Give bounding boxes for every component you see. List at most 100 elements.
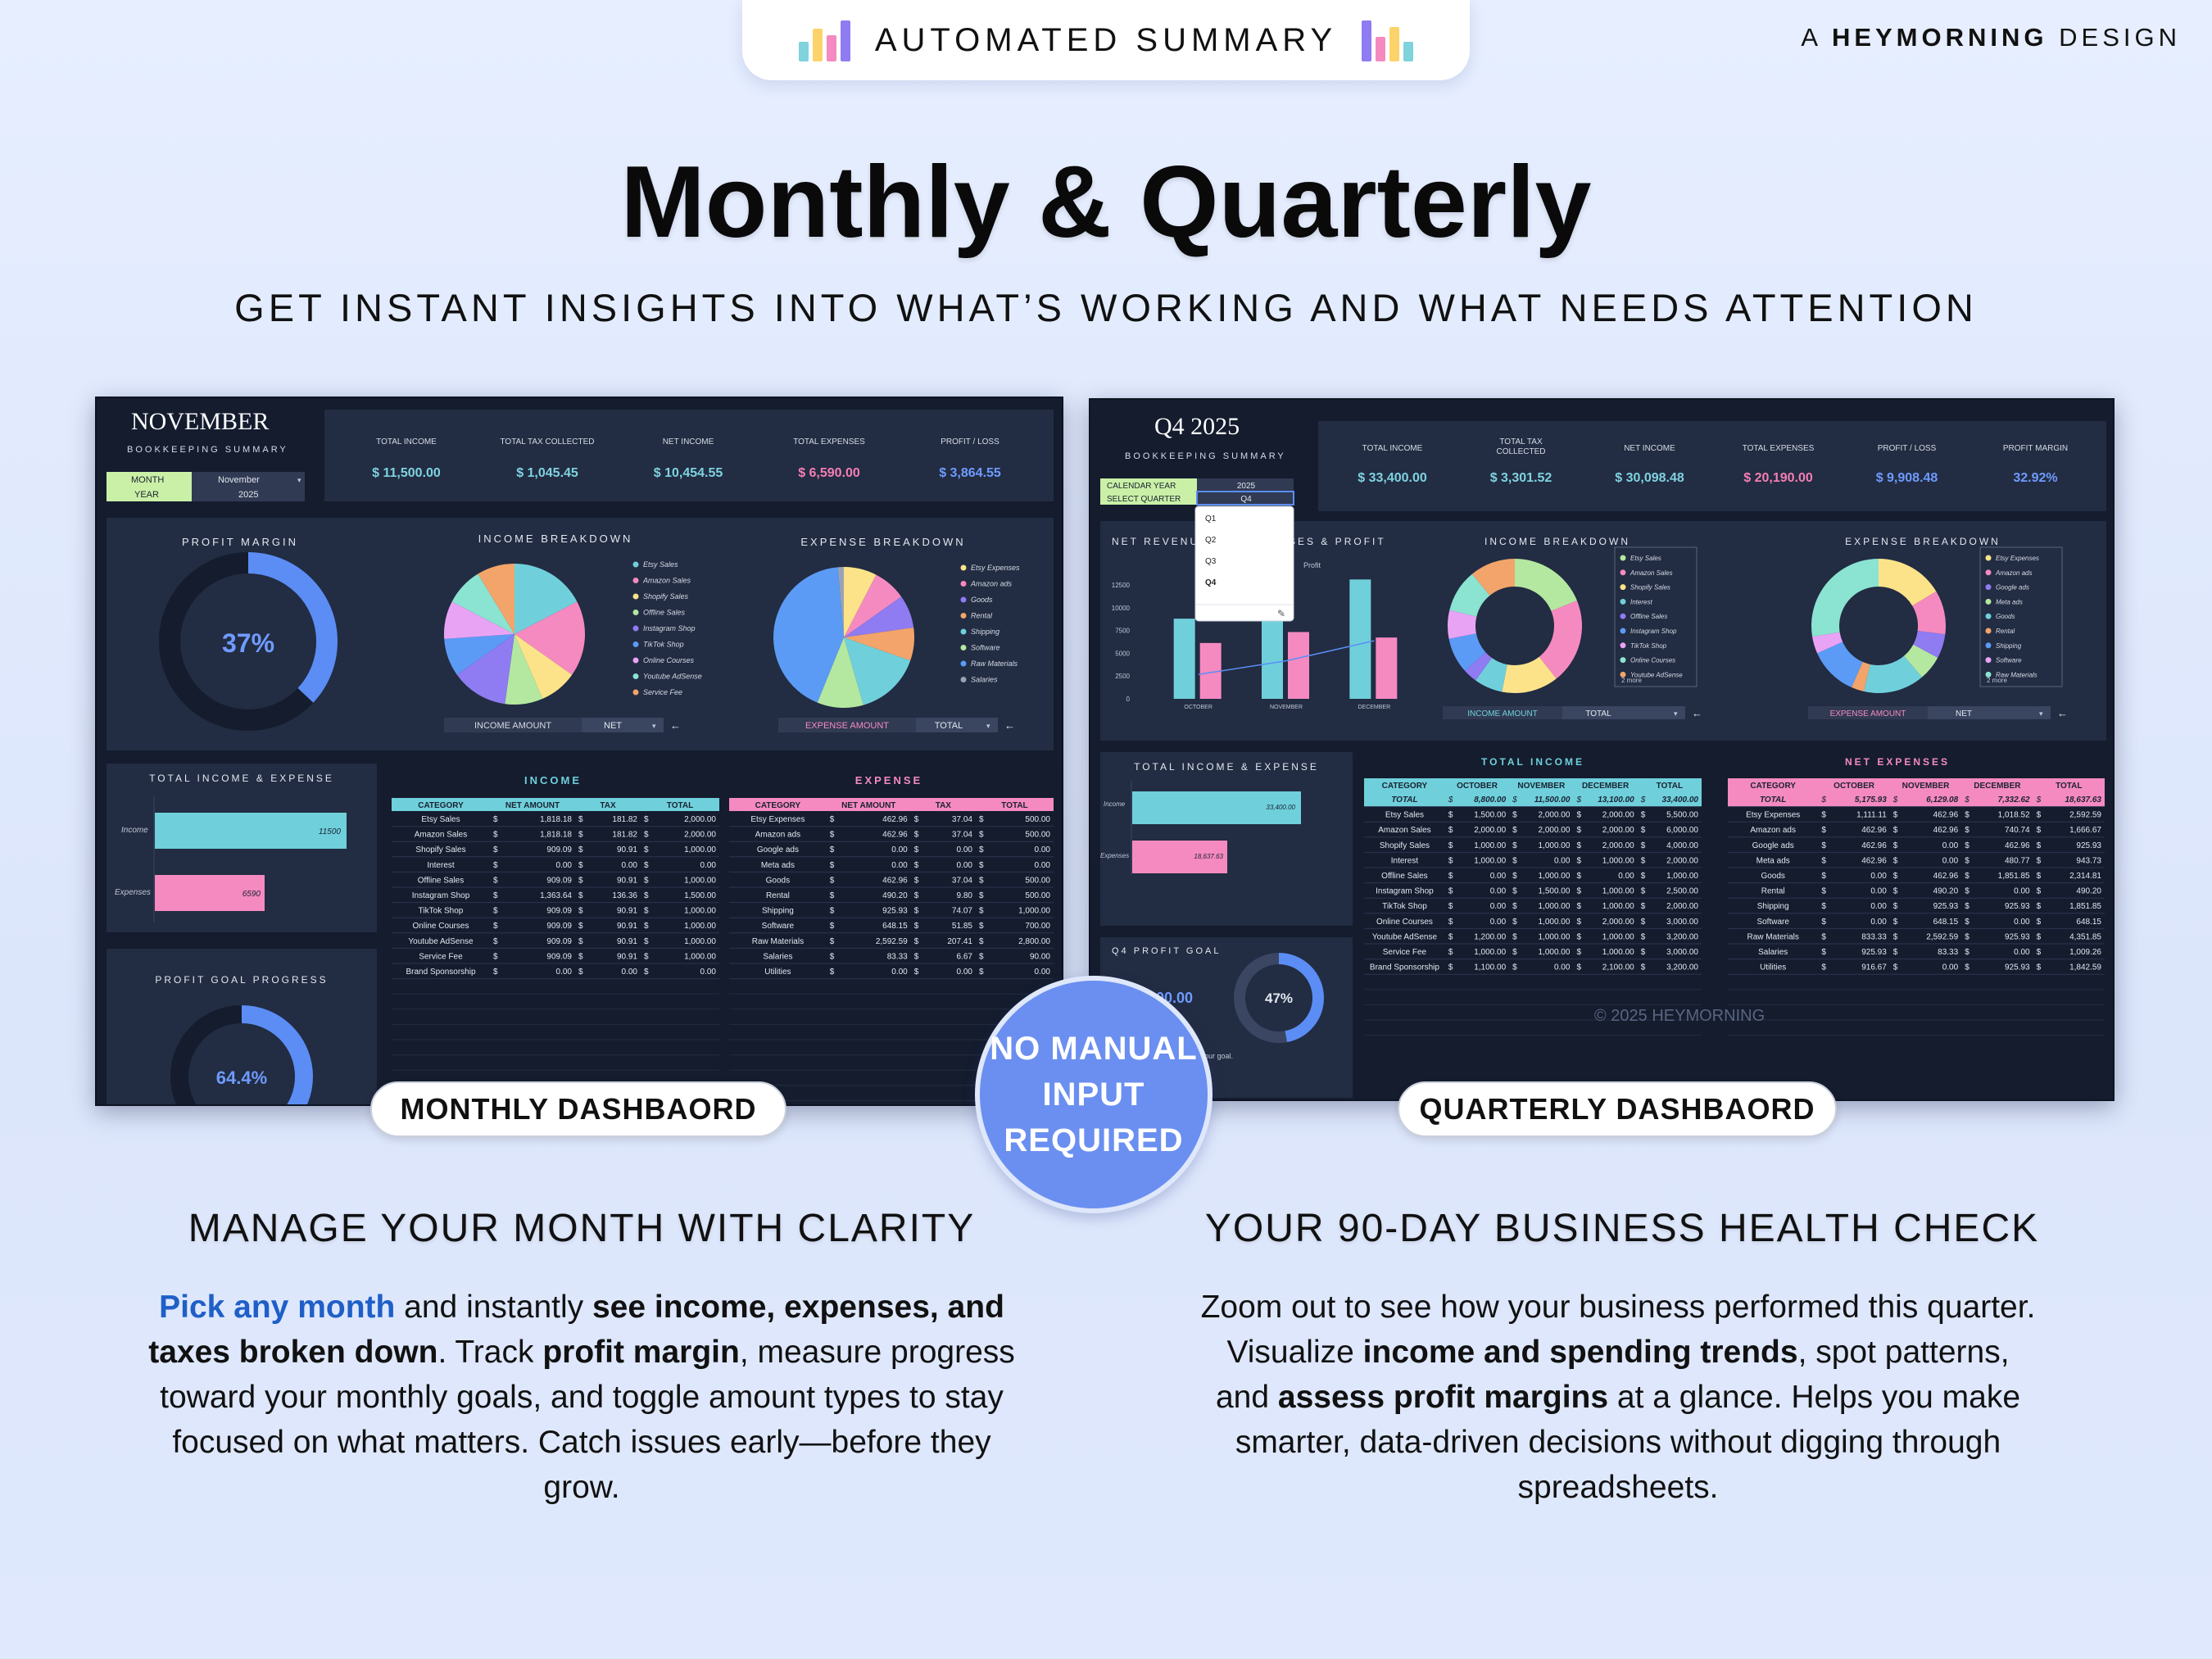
- kpi-label: PROFIT MARGIN: [2003, 444, 2068, 453]
- table-cell: 0.00: [2014, 948, 2030, 957]
- currency-symbol: $: [644, 831, 649, 840]
- table-cell: 0.00: [1035, 845, 1051, 854]
- quarter-dropdown[interactable]: Q1 Q2 Q3 Q4 ✎: [1194, 505, 1294, 622]
- expense-amount-select[interactable]: NET: [1956, 709, 1972, 718]
- table-header-cell: OCTOBER: [1457, 782, 1498, 791]
- currency-symbol: $: [1821, 826, 1826, 835]
- quarter-option[interactable]: Q1: [1205, 514, 1217, 524]
- table-cell: Software: [762, 922, 795, 931]
- currency-symbol: $: [2037, 872, 2042, 881]
- table-header: [1364, 778, 1702, 791]
- table-cell: Raw Materials: [752, 937, 804, 946]
- table-cell: 90.91: [617, 922, 637, 931]
- income-pie: [444, 564, 585, 705]
- quarterly-heading: YOUR 90-DAY BUSINESS HEALTH CHECK: [1204, 1207, 2040, 1250]
- quarter-option[interactable]: Q2: [1205, 536, 1217, 545]
- currency-symbol: $: [914, 907, 919, 916]
- currency-symbol: $: [1821, 811, 1826, 820]
- table-cell: Etsy Expenses: [750, 815, 805, 824]
- currency-symbol: $: [1576, 826, 1581, 835]
- month-select[interactable]: November: [218, 475, 260, 485]
- income-amount-select[interactable]: TOTAL: [1585, 709, 1611, 718]
- quarter-option[interactable]: Q4: [1205, 578, 1217, 587]
- income-bar: [1173, 619, 1195, 699]
- income-table-title: INCOME: [524, 774, 582, 786]
- quarter-option[interactable]: Q3: [1205, 557, 1217, 566]
- table-cell: 909.09: [546, 845, 572, 854]
- table-cell: 0.00: [1870, 887, 1887, 896]
- table-cell: Salaries: [763, 952, 792, 961]
- pie-slice: [773, 567, 844, 703]
- table-cell: Instagram Shop: [412, 891, 470, 900]
- table-cell: 2,314.81: [2069, 872, 2101, 881]
- pie-slice: [844, 627, 914, 661]
- expense-amount-select[interactable]: TOTAL: [935, 721, 963, 731]
- income-amount-select[interactable]: NET: [604, 721, 622, 731]
- legend-swatch: [1985, 569, 1992, 576]
- legend-item: Youtube AdSense: [1630, 671, 1683, 678]
- legend-item: Rental: [971, 612, 993, 620]
- table-cell: 3,200.00: [1666, 932, 1698, 941]
- currency-symbol: $: [830, 907, 835, 916]
- pie-slice: [514, 601, 585, 675]
- currency-symbol: $: [1965, 963, 1969, 972]
- currency-symbol: $: [1512, 811, 1517, 820]
- expense-amount-label: EXPENSE AMOUNT: [805, 721, 889, 731]
- table-cell: 1,018.52: [1998, 811, 2030, 820]
- total-ie-label: TOTAL INCOME & EXPENSE: [1134, 761, 1319, 773]
- pie-slice: [514, 564, 578, 634]
- pie-slice: [1502, 656, 1557, 693]
- currency-symbol: $: [1512, 932, 1517, 941]
- table-cell: Etsy Expenses: [1746, 811, 1800, 820]
- table-cell: 0.00: [556, 968, 573, 977]
- table-cell: 1,000.00: [1539, 918, 1571, 927]
- currency-symbol: $: [578, 831, 583, 840]
- currency-symbol: $: [830, 952, 835, 961]
- currency-symbol: $: [2037, 948, 2042, 957]
- table-cell: 925.93: [1861, 948, 1887, 957]
- legend-swatch: [960, 596, 967, 603]
- legend-item: Etsy Expenses: [971, 564, 1020, 572]
- currency-symbol: $: [1821, 932, 1826, 941]
- legend-item: TikTok Shop: [1630, 642, 1667, 650]
- pie-slice: [1864, 655, 1922, 693]
- pie-slice: [1475, 657, 1507, 692]
- table-cell: 3,000.00: [1666, 918, 1698, 927]
- table-cell: 2,000.00: [1474, 826, 1506, 835]
- tag-label: AUTOMATED SUMMARY: [874, 21, 1338, 58]
- table-cell: 1,000.00: [1602, 948, 1634, 957]
- pencil-icon[interactable]: ✎: [1277, 608, 1285, 619]
- currency-symbol: $: [1512, 963, 1517, 972]
- table-cell: 2,592.59: [2069, 811, 2101, 820]
- table-header-cell: OCTOBER: [1834, 782, 1875, 791]
- currency-symbol: $: [1512, 796, 1517, 805]
- brand-credit: A HEYMORNING DESIGN: [1801, 23, 2181, 52]
- table-cell: 0.00: [1618, 872, 1634, 881]
- legend-item: Service Fee: [643, 688, 682, 696]
- table-cell: 2,000.00: [1602, 811, 1634, 820]
- select-quarter-label: SELECT QUARTER: [1107, 495, 1181, 504]
- currency-symbol: $: [1641, 811, 1646, 820]
- currency-symbol: $: [493, 937, 498, 946]
- currency-symbol: $: [914, 922, 919, 931]
- currency-symbol: $: [1892, 796, 1898, 805]
- table-cell: 1,000.00: [684, 845, 716, 854]
- year-select[interactable]: 2025: [238, 490, 258, 500]
- currency-symbol: $: [493, 891, 498, 900]
- legend-swatch: [632, 625, 639, 632]
- table-cell: 0.00: [1942, 856, 1959, 865]
- currency-symbol: $: [578, 922, 583, 931]
- currency-symbol: $: [979, 952, 984, 961]
- currency-symbol: $: [830, 831, 835, 840]
- calendar-year-select[interactable]: 2025: [1237, 482, 1256, 491]
- select-quarter-select[interactable]: Q4: [1240, 495, 1252, 504]
- table-cell: 83.33: [1938, 948, 1958, 957]
- profit-goal-label: PROFIT GOAL PROGRESS: [155, 974, 328, 986]
- pie-slice: [1539, 601, 1582, 679]
- table-cell: 1,000.00: [1602, 902, 1634, 911]
- table-cell: 1,842.59: [2069, 963, 2101, 972]
- legend-item: Offline Sales: [1630, 613, 1667, 620]
- kpi-label: TOTAL TAX: [1499, 437, 1543, 446]
- currency-symbol: $: [644, 968, 649, 977]
- table-cell: 462.96: [1861, 856, 1887, 865]
